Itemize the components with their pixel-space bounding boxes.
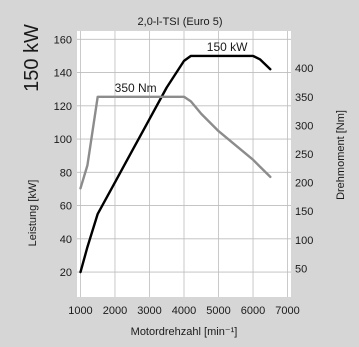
y-right-tick-label: 200	[295, 178, 313, 190]
x-tick-label: 7000	[275, 305, 299, 317]
x-axis-ticks: 1000 2000 3000 4000 5000 6000 7000	[68, 305, 300, 317]
y-left-tick-label: 40	[60, 234, 72, 246]
y-left-tick-label: 20	[60, 267, 72, 279]
x-axis-label: Motordrehzahl [min⁻¹]	[131, 326, 238, 338]
y-right-tick-label: 50	[295, 263, 307, 275]
x-tick-label: 3000	[137, 305, 161, 317]
side-power-label: 150 kW	[21, 24, 43, 92]
torque-curve	[79, 95, 272, 190]
y-right-tick-label: 300	[295, 120, 313, 132]
series-group	[79, 54, 272, 274]
x-tick-label: 1000	[68, 305, 92, 317]
right-axis-ticks: 50 100 150 200 250 300 350 400	[295, 63, 313, 275]
y-right-tick-label: 400	[295, 63, 313, 75]
y-left-tick-label: 60	[60, 201, 72, 213]
x-tick-label: 4000	[172, 305, 196, 317]
x-tick-label: 5000	[206, 305, 230, 317]
left-axis-ticks: 20 40 60 80 100 120 140 160	[54, 34, 72, 279]
y-right-tick-label: 350	[295, 92, 313, 104]
x-tick-label: 6000	[241, 305, 265, 317]
y-left-tick-label: 80	[60, 167, 72, 179]
y-right-tick-label: 100	[295, 235, 313, 247]
y-right-tick-label: 250	[295, 149, 313, 161]
power-curve	[79, 54, 272, 274]
y-axis-right-label: Drehmoment [Nm]	[335, 110, 347, 200]
y-right-tick-label: 150	[295, 206, 313, 218]
chart-title: 2,0-l-TSI (Euro 5)	[138, 16, 223, 28]
torque-series-label: 350 Nm	[115, 81, 157, 95]
x-tick-label: 2000	[103, 305, 127, 317]
y-left-tick-label: 100	[54, 134, 72, 146]
y-left-tick-label: 160	[54, 34, 72, 46]
y-left-tick-label: 140	[54, 68, 72, 80]
y-axis-left-label: Leistung [kW]	[27, 180, 39, 247]
grid	[77, 31, 291, 297]
power-series-label: 150 kW	[207, 40, 248, 54]
y-left-tick-label: 120	[54, 101, 72, 113]
